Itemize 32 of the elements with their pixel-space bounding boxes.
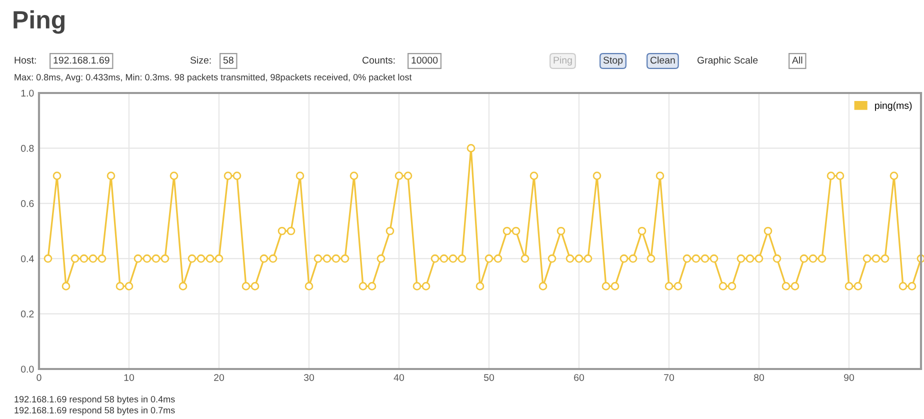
text: 10000 <box>412 56 438 64</box>
x-tick-label: 10 <box>124 374 134 381</box>
y-tick-label: 0.6 <box>21 200 34 208</box>
x-tick-label: 20 <box>214 374 224 381</box>
text: Host: <box>14 56 36 64</box>
text: 192.168.1.69 <box>54 56 110 64</box>
legend-label: ping(ms) <box>875 102 912 111</box>
text: All <box>792 56 802 64</box>
x-tick-label: 60 <box>574 374 584 381</box>
text: Graphic Scale <box>697 56 758 66</box>
x-tick-label: 40 <box>394 374 404 381</box>
text: 192.168.1.69 respond 58 bytes in 0.7ms <box>14 406 175 416</box>
text: Ping <box>554 56 572 66</box>
text: 58 <box>223 56 234 64</box>
x-tick-label: 0 <box>36 374 42 381</box>
text: Clean <box>650 56 675 64</box>
text: 192.168.1.69 respond 58 bytes in 0.4ms <box>14 396 175 404</box>
y-tick-label: 0.4 <box>21 255 34 262</box>
y-tick-label: 0.0 <box>21 366 34 373</box>
x-tick-label: 70 <box>664 374 674 381</box>
text: Max: 0.8ms, Avg: 0.433ms, Min: 0.3ms. 98 packets transmitted, 98packets received, 0% packet lost <box>14 74 412 82</box>
y-tick-label: 1.0 <box>21 90 34 97</box>
x-tick-label: 80 <box>754 374 764 381</box>
text: Counts: <box>362 56 395 64</box>
chart-title: Ping <box>14 10 64 34</box>
x-tick-label: 50 <box>484 374 494 381</box>
y-tick-label: 0.2 <box>21 310 34 318</box>
y-tick-label: 0.8 <box>21 144 34 152</box>
x-tick-label: 30 <box>304 374 314 381</box>
text: Size: <box>190 56 211 64</box>
text: Stop <box>603 56 623 66</box>
x-tick-label: 90 <box>844 374 854 381</box>
